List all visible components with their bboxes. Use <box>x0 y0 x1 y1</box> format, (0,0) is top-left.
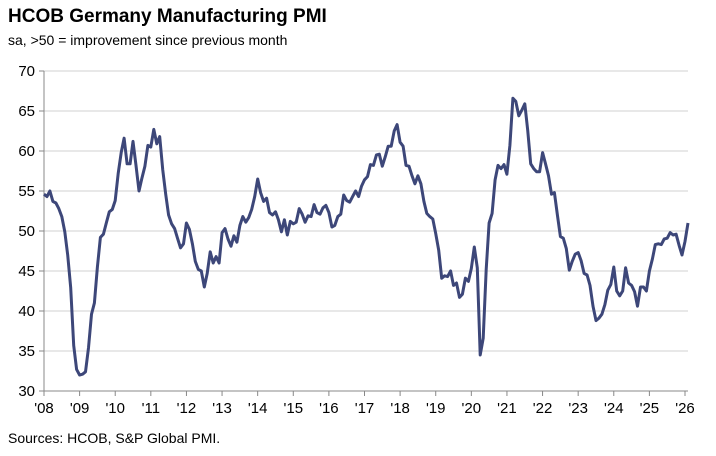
x-tick-label: '20 <box>462 400 482 417</box>
x-tick-label: '16 <box>319 400 339 417</box>
x-tick-label: '19 <box>426 400 446 417</box>
x-tick-label: '25 <box>640 400 660 417</box>
chart-title: HCOB Germany Manufacturing PMI <box>8 6 327 27</box>
y-tick-label: 65 <box>18 103 35 120</box>
x-tick-label: '12 <box>177 400 197 417</box>
x-tick-label: '14 <box>248 400 268 417</box>
y-tick-label: 60 <box>18 143 35 160</box>
x-tick-label: '17 <box>355 400 375 417</box>
x-tick-label: '09 <box>70 400 90 417</box>
y-tick-label: 40 <box>18 303 35 320</box>
x-tick-label: '24 <box>604 400 624 417</box>
x-tick-label: '15 <box>283 400 303 417</box>
x-tick-label: '22 <box>533 400 553 417</box>
x-tick-label: '23 <box>568 400 588 417</box>
y-tick-label: 55 <box>18 183 35 200</box>
x-tick-label: '08 <box>34 400 54 417</box>
x-tick-label: '11 <box>142 400 160 417</box>
y-tick-label: 45 <box>18 263 35 280</box>
x-tick-label: '18 <box>390 400 410 417</box>
source-note: Sources: HCOB, S&P Global PMI. <box>8 430 221 446</box>
y-tick-label: 50 <box>18 223 35 240</box>
x-tick-label: '21 <box>497 400 517 417</box>
x-tick-label: '10 <box>105 400 125 417</box>
y-tick-label: 35 <box>18 343 35 360</box>
pmi-series-line <box>43 96 690 377</box>
chart-subtitle: sa, >50 = improvement since previous mon… <box>8 32 288 48</box>
x-tick-label: '26 <box>675 400 695 417</box>
y-tick-label: 30 <box>18 383 35 400</box>
y-tick-label: 70 <box>18 63 35 80</box>
x-tick-label: '13 <box>212 400 232 417</box>
